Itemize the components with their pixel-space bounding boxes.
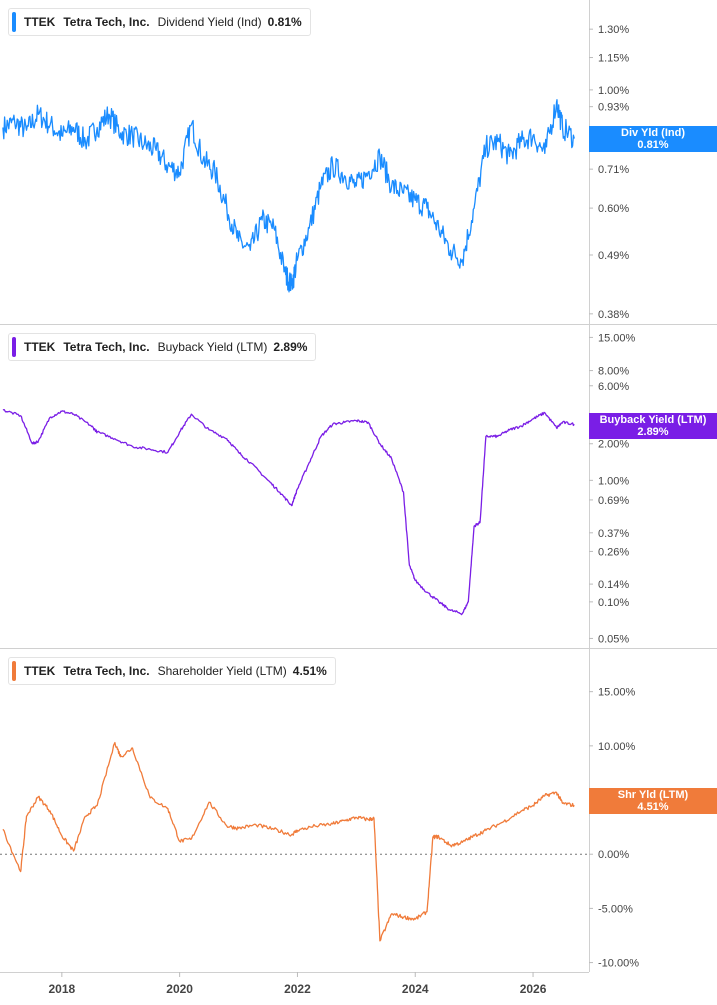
badge-dividend-yield: Div Yld (Ind) 0.81% bbox=[589, 126, 717, 152]
legend-company: Tetra Tech, Inc. bbox=[63, 15, 150, 29]
x-tick-label: 2026 bbox=[520, 982, 547, 996]
badge-value: 2.89% bbox=[637, 426, 669, 438]
series-line-dividend-yield-ind- bbox=[2, 99, 575, 293]
badge-label: Div Yld (Ind) bbox=[621, 127, 685, 139]
y-tick-label: -5.00% bbox=[598, 903, 633, 915]
y-tick-label: 2.00% bbox=[598, 439, 629, 451]
y-tick-label: 0.60% bbox=[598, 203, 629, 215]
y-tick-label: 15.00% bbox=[598, 687, 636, 699]
series-color-swatch bbox=[12, 12, 16, 32]
y-tick-label: 0.05% bbox=[598, 633, 629, 645]
series-color-swatch bbox=[12, 337, 16, 357]
x-tick-label: 2024 bbox=[402, 982, 429, 996]
legend-value: 4.51% bbox=[292, 664, 327, 678]
y-tick-label: 0.10% bbox=[598, 597, 629, 609]
badge-value: 4.51% bbox=[637, 801, 669, 813]
y-tick-label: 1.15% bbox=[598, 53, 629, 65]
x-tick-label: 2022 bbox=[284, 982, 311, 996]
legend-value: 0.81% bbox=[267, 15, 302, 29]
y-tick-label: 6.00% bbox=[598, 381, 629, 393]
y-tick-label: 0.26% bbox=[598, 546, 629, 558]
y-tick-label: 0.69% bbox=[598, 495, 629, 507]
y-tick-label: 0.49% bbox=[598, 250, 629, 262]
legend-metric: Buyback Yield (LTM) bbox=[157, 340, 268, 354]
y-tick-label: 0.14% bbox=[598, 579, 629, 591]
badge-shareholder-yield: Shr Yld (LTM) 4.51% bbox=[589, 788, 717, 814]
y-tick-label: 8.00% bbox=[598, 366, 629, 378]
series-line-buyback-yield-ltm- bbox=[2, 408, 575, 616]
y-tick-label: 10.00% bbox=[598, 741, 636, 753]
y-tick-label: 0.93% bbox=[598, 102, 629, 114]
legend-value: 2.89% bbox=[273, 340, 308, 354]
y-tick-label: 0.37% bbox=[598, 528, 629, 540]
legend-shareholder-yield: TTEK Tetra Tech, Inc. Shareholder Yield … bbox=[8, 657, 336, 685]
legend-dividend-yield: TTEK Tetra Tech, Inc. Dividend Yield (In… bbox=[8, 8, 311, 36]
legend-ticker: TTEK bbox=[24, 15, 56, 29]
badge-value: 0.81% bbox=[637, 139, 669, 151]
series-color-swatch bbox=[12, 661, 16, 681]
legend-metric: Dividend Yield (Ind) bbox=[157, 15, 262, 29]
legend-company: Tetra Tech, Inc. bbox=[63, 664, 150, 678]
y-tick-label: 1.00% bbox=[598, 85, 629, 97]
x-tick-label: 2018 bbox=[48, 982, 75, 996]
legend-metric: Shareholder Yield (LTM) bbox=[157, 664, 287, 678]
badge-label: Buyback Yield (LTM) bbox=[599, 414, 707, 426]
y-tick-label: 0.00% bbox=[598, 849, 629, 861]
series-line-shareholder-yield-ltm- bbox=[2, 741, 575, 942]
legend-ticker: TTEK bbox=[24, 340, 56, 354]
legend-company: Tetra Tech, Inc. bbox=[63, 340, 150, 354]
badge-label: Shr Yld (LTM) bbox=[617, 789, 689, 801]
y-tick-label: 15.00% bbox=[598, 332, 636, 344]
legend-ticker: TTEK bbox=[24, 664, 56, 678]
y-tick-label: -10.00% bbox=[598, 958, 639, 970]
legend-buyback-yield: TTEK Tetra Tech, Inc. Buyback Yield (LTM… bbox=[8, 333, 317, 361]
y-tick-label: 1.00% bbox=[598, 475, 629, 487]
badge-buyback-yield: Buyback Yield (LTM) 2.89% bbox=[589, 413, 717, 439]
y-tick-label: 0.38% bbox=[598, 309, 629, 321]
x-tick-label: 2020 bbox=[166, 982, 193, 996]
y-tick-label: 0.71% bbox=[598, 164, 629, 176]
y-tick-label: 1.30% bbox=[598, 24, 629, 36]
